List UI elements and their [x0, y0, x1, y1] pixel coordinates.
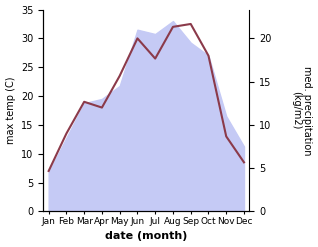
Y-axis label: med. precipitation
(kg/m2): med. precipitation (kg/m2)	[291, 66, 313, 155]
Y-axis label: max temp (C): max temp (C)	[5, 77, 16, 144]
X-axis label: date (month): date (month)	[105, 231, 188, 242]
